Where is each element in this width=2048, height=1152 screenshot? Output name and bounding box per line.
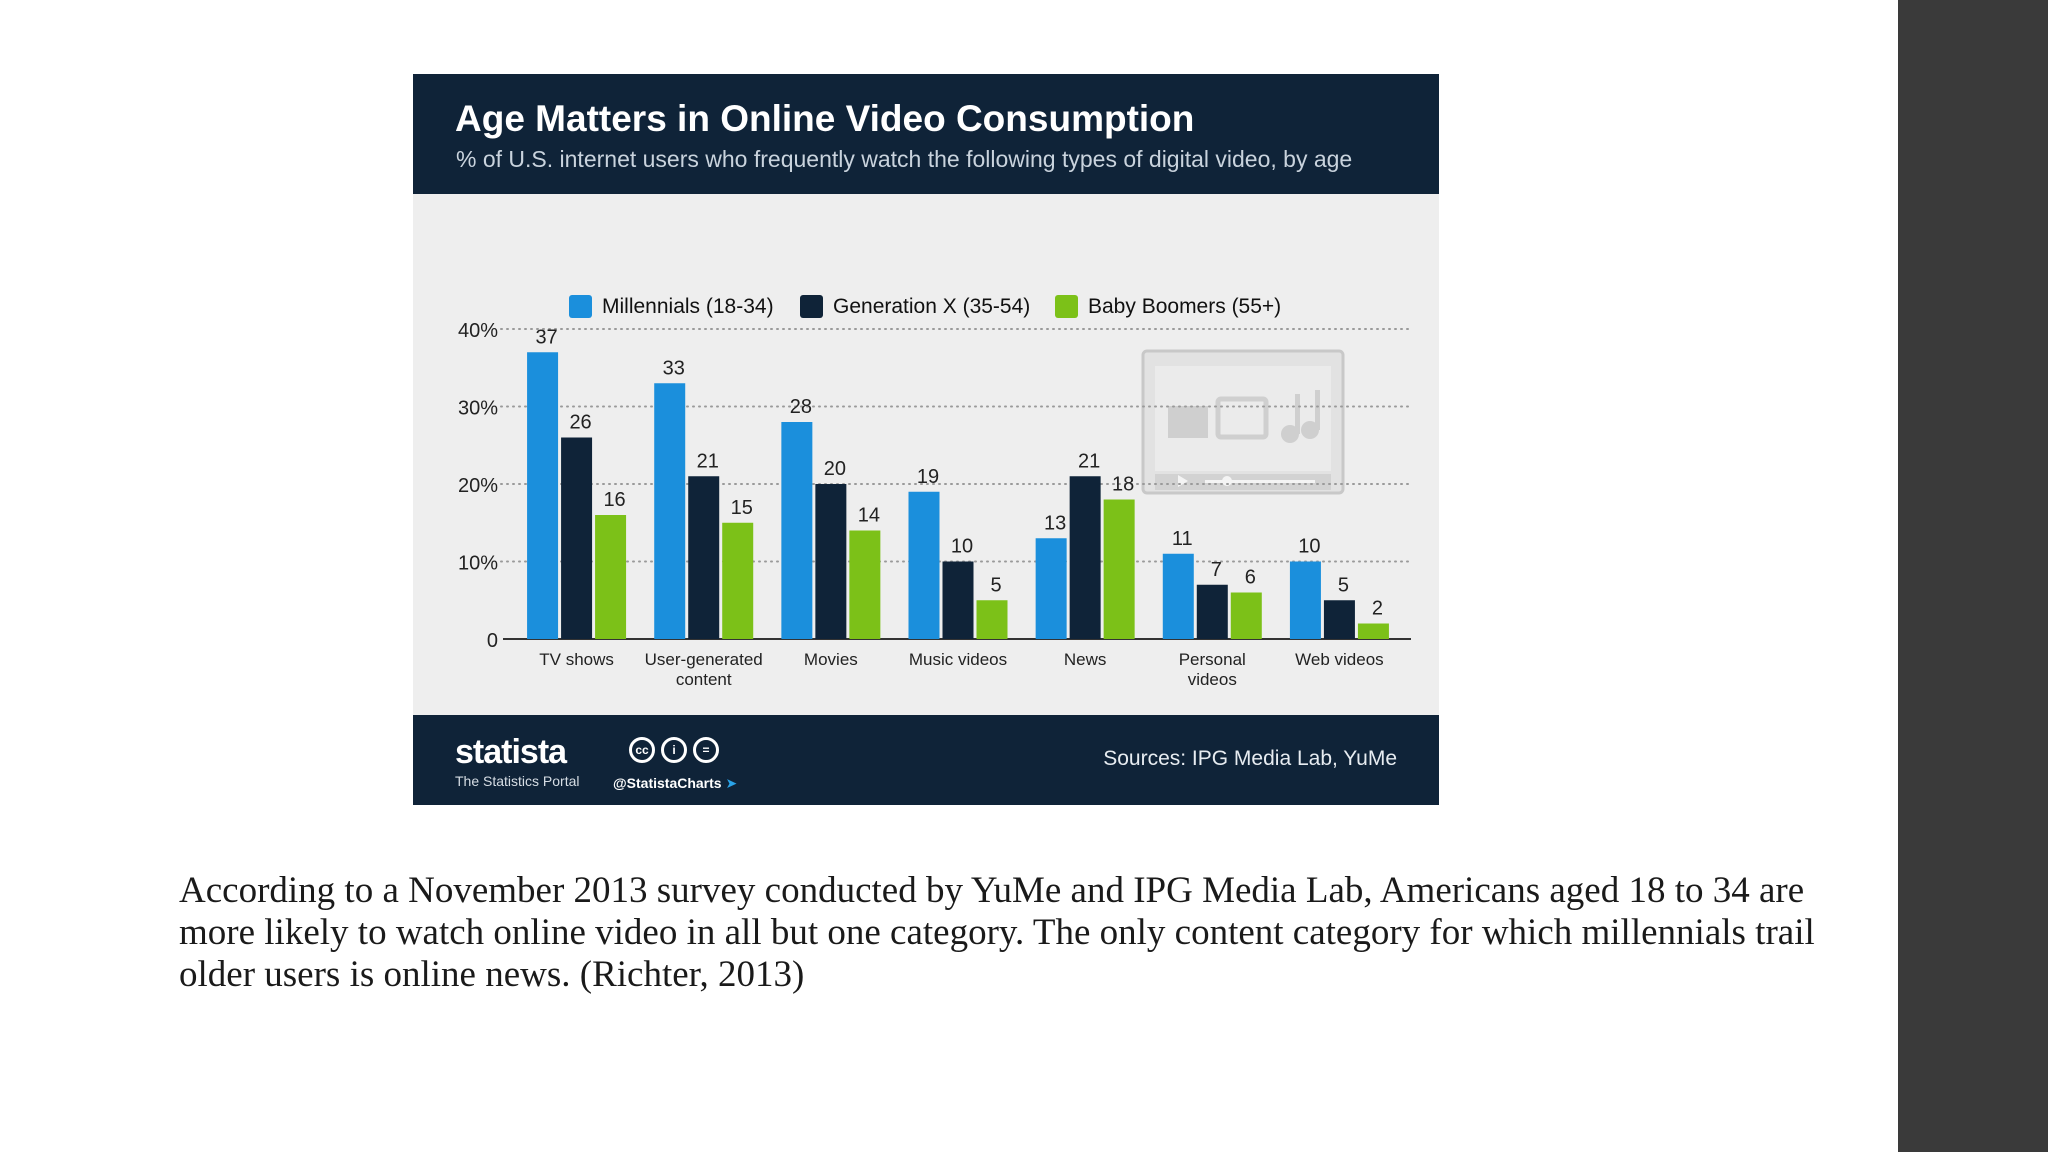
data-label: 28 [790, 396, 812, 418]
bar [1069, 476, 1101, 639]
bar [1323, 600, 1355, 639]
x-tick-label: News [1064, 650, 1107, 669]
bar [561, 437, 593, 639]
x-tick-label: videos [1188, 670, 1237, 689]
x-tick-label: Music videos [909, 650, 1007, 669]
x-tick-label: TV shows [539, 650, 614, 669]
bar [849, 530, 881, 639]
y-tick-label: 0 [487, 630, 498, 652]
twitter-handle: @StatistaCharts ➤ [613, 775, 737, 792]
bar [527, 352, 559, 639]
twitter-bird-icon: ➤ [725, 775, 738, 791]
data-label: 15 [731, 497, 753, 519]
bar [1103, 499, 1135, 639]
data-label: 10 [1298, 536, 1320, 558]
bar [722, 522, 754, 639]
chart-title: Age Matters in Online Video Consumption [455, 98, 1195, 139]
bar [654, 383, 686, 639]
legend-label: Millennials (18-34) [602, 295, 774, 318]
data-label: 7 [1211, 559, 1222, 581]
data-label: 19 [917, 466, 939, 488]
data-label: 16 [603, 489, 625, 511]
legend-label: Generation X (35-54) [833, 295, 1030, 318]
bar [815, 484, 847, 639]
data-label: 14 [858, 505, 880, 527]
data-label: 2 [1372, 598, 1383, 620]
by-icon: i [661, 737, 687, 763]
x-tick-label: User-generated [645, 650, 763, 669]
bar [908, 491, 940, 639]
bar [688, 476, 720, 639]
cc-icon: cc [629, 737, 655, 763]
bar [1196, 584, 1228, 639]
x-tick-label: Movies [804, 650, 858, 669]
legend-swatch [569, 295, 592, 318]
data-label: 21 [1078, 450, 1100, 472]
statista-logo: statista [455, 733, 567, 771]
data-label: 18 [1112, 474, 1134, 496]
data-label: 6 [1245, 567, 1256, 589]
bar [1230, 592, 1262, 639]
legend-swatch [1055, 295, 1078, 318]
bar [1357, 623, 1389, 639]
video-player-icon [1141, 349, 1345, 495]
bar [781, 422, 813, 639]
bar [1289, 561, 1321, 639]
x-tick-label: content [676, 670, 732, 689]
bar [942, 561, 974, 639]
bar [976, 600, 1008, 639]
y-tick-label: 30% [458, 398, 498, 420]
data-label: 26 [569, 412, 591, 434]
statista-tagline: The Statistics Portal [455, 773, 580, 789]
bar [595, 515, 627, 639]
nd-icon: = [693, 737, 719, 763]
slide-caption: According to a November 2013 survey cond… [179, 870, 1815, 995]
data-label: 10 [951, 536, 973, 558]
y-tick-label: 40% [458, 320, 498, 342]
x-tick-label: Web videos [1295, 650, 1384, 669]
chart-footer: statista The Statistics Portal cc i = @S… [413, 715, 1439, 805]
twitter-handle-text: @StatistaCharts [613, 775, 722, 791]
data-label: 21 [697, 450, 719, 472]
data-label: 5 [1338, 574, 1349, 596]
bar [1162, 553, 1194, 639]
legend-swatch [800, 295, 823, 318]
data-label: 33 [663, 357, 685, 379]
data-label: 13 [1044, 512, 1066, 534]
x-tick-label: Personal [1179, 650, 1246, 669]
data-label: 37 [535, 326, 557, 348]
creative-commons-icons: cc i = [629, 737, 719, 763]
data-label: 20 [824, 458, 846, 480]
slide-side-bar [1898, 0, 2048, 1152]
y-tick-label: 10% [458, 553, 498, 575]
y-tick-label: 20% [458, 475, 498, 497]
chart-header: Age Matters in Online Video Consumption … [413, 74, 1439, 194]
data-label: 5 [990, 574, 1001, 596]
legend-label: Baby Boomers (55+) [1088, 295, 1281, 318]
chart-card: Age Matters in Online Video Consumption … [413, 74, 1439, 805]
bar [1035, 538, 1067, 639]
chart-subtitle: % of U.S. internet users who frequently … [456, 146, 1353, 172]
chart-source: Sources: IPG Media Lab, YuMe [1103, 747, 1397, 770]
data-label: 11 [1172, 528, 1193, 550]
